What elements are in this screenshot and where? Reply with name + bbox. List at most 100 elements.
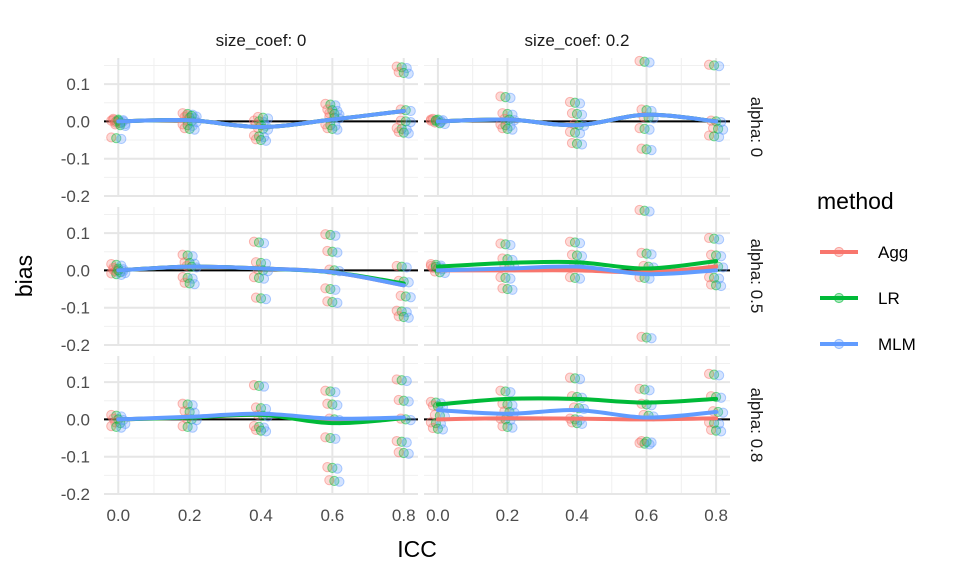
data-point	[576, 251, 588, 262]
data-point	[505, 92, 516, 104]
x-tick-label: 0.4	[565, 506, 589, 525]
y-tick-label: -0.2	[61, 485, 90, 504]
y-tick-label: 0.1	[66, 373, 90, 392]
data-point	[717, 262, 729, 273]
data-point	[258, 381, 270, 392]
data-point	[403, 396, 414, 407]
y-tick-label: 0.1	[66, 224, 90, 243]
y-tick-label: -0.1	[61, 150, 90, 169]
data-point	[330, 100, 341, 111]
data-point	[330, 230, 341, 241]
x-tick-label: 0.4	[249, 506, 273, 525]
x-tick-label: 0.6	[321, 506, 345, 525]
x-tick-label: 0.0	[106, 506, 130, 525]
data-point	[403, 68, 414, 79]
data-point	[576, 109, 588, 120]
legend-key-point	[833, 338, 845, 350]
facet-strip-row: alpha: 0.5	[747, 239, 766, 314]
x-tick-label: 0.2	[496, 506, 520, 525]
y-tick-label: -0.2	[61, 187, 90, 206]
x-tick-label: 0.0	[426, 506, 450, 525]
data-point	[330, 433, 341, 444]
data-point	[189, 124, 200, 135]
data-point	[644, 206, 655, 217]
facet-strip-col: size_coef: 0.2	[525, 31, 630, 50]
data-point	[262, 113, 274, 124]
legend-label: LR	[878, 289, 900, 308]
data-point	[574, 374, 586, 385]
data-point	[403, 448, 414, 459]
x-axis-title: ICC	[397, 536, 437, 562]
data-point	[403, 312, 414, 323]
data-point	[574, 98, 586, 109]
data-point	[401, 262, 412, 273]
x-tick-label: 0.8	[392, 506, 416, 525]
smooth-curve-mlm	[116, 108, 406, 130]
smooth-curve-agg	[435, 416, 719, 422]
data-point	[334, 476, 345, 487]
data-point	[116, 422, 127, 433]
facet-strip-row: alpha: 0.8	[747, 388, 766, 463]
data-point	[644, 57, 655, 68]
data-point	[332, 297, 343, 308]
y-tick-label: 0.0	[66, 261, 90, 280]
y-tick-label: 0.0	[66, 112, 90, 131]
smooth-curve-lr	[435, 259, 719, 271]
data-point	[505, 387, 516, 398]
data-point	[332, 400, 343, 411]
data-point	[187, 273, 198, 284]
data-point	[717, 407, 729, 418]
data-point	[507, 422, 518, 433]
data-point	[332, 124, 343, 135]
legend: method Agg LR MLM	[817, 188, 916, 354]
data-point	[505, 273, 516, 284]
data-point	[405, 105, 416, 117]
data-point	[713, 370, 725, 381]
x-tick-label: 0.6	[635, 506, 659, 525]
smooth-curve-mlm	[435, 264, 719, 277]
y-tick-label: -0.1	[61, 448, 90, 467]
x-tick-label: 0.2	[178, 506, 202, 525]
data-point	[576, 139, 588, 150]
data-point	[403, 128, 414, 139]
data-point	[437, 424, 449, 435]
data-point	[401, 307, 412, 318]
data-point	[330, 387, 341, 398]
smooth-curve-mlm	[116, 411, 406, 422]
smooth-curve-mlm	[435, 112, 719, 128]
data-point	[405, 292, 416, 303]
data-point	[713, 234, 725, 245]
data-point	[713, 131, 725, 143]
legend-item-mlm: MLM	[820, 335, 916, 354]
data-point	[116, 133, 127, 145]
data-point	[260, 135, 272, 146]
axis-layer: -0.2 -0.1 0.0 0.1 -0.2 -0.1 0.0 0.1 -0.2 -0.1 0.0 0…	[11, 31, 766, 562]
data-point	[644, 385, 655, 396]
data-point	[332, 463, 343, 474]
data-point	[401, 62, 412, 74]
data-point	[505, 239, 516, 251]
data-point	[713, 61, 725, 72]
smooth-curve-mlm	[116, 264, 406, 288]
data-point	[330, 284, 341, 295]
data-point	[644, 124, 655, 135]
legend-key-point	[833, 292, 845, 304]
smooth-curve-lr	[435, 396, 719, 407]
data-point	[187, 422, 198, 433]
data-point	[189, 279, 200, 290]
y-tick-label: 0.1	[66, 75, 90, 94]
x-tick-label: 0.8	[704, 506, 728, 525]
legend-label: MLM	[878, 335, 916, 354]
data-point	[260, 426, 272, 437]
facet-strip-col: size_coef: 0	[216, 31, 307, 50]
data-point	[507, 124, 518, 135]
y-axis-title: bias	[11, 255, 37, 297]
data-point	[574, 238, 586, 249]
y-tick-label: -0.2	[61, 336, 90, 355]
data-point	[715, 280, 727, 292]
legend-label: Agg	[878, 243, 908, 262]
data-point	[405, 415, 416, 426]
legend-item-agg: Agg	[820, 243, 908, 262]
data-point	[401, 375, 412, 387]
